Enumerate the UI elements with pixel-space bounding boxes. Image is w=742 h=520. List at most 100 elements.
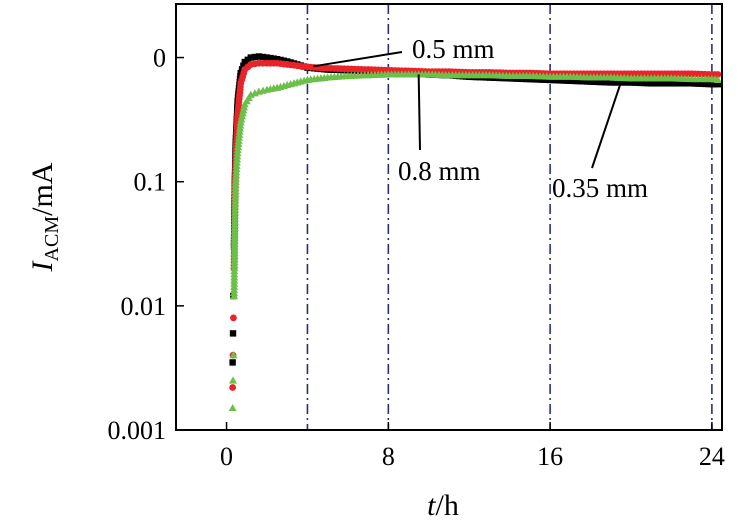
y-axis-title-variable: I <box>26 259 59 272</box>
data-point-0-159 <box>570 77 577 85</box>
data-point-0-171 <box>610 79 618 86</box>
annotation-leader-2 <box>591 82 622 169</box>
data-point-0-160 <box>573 77 581 85</box>
data-point-1-2 <box>230 314 237 322</box>
annotation-leader-0 <box>313 51 403 68</box>
x-tick-label-0: 0 <box>220 442 233 471</box>
annotation-label-0: 0.5 mm <box>412 34 495 64</box>
data-point-0-149 <box>536 76 544 83</box>
y-axis-title-unit: /mA <box>26 162 59 216</box>
x-axis-title-variable: t <box>427 489 436 520</box>
data-point-0-179 <box>637 79 645 87</box>
data-point-0-186 <box>661 80 668 87</box>
series-0-5-mm <box>229 59 722 391</box>
data-point-0-178 <box>634 79 641 86</box>
data-point-0-187 <box>664 80 672 87</box>
data-point-0-199 <box>705 80 712 88</box>
data-point-2-1 <box>229 376 238 384</box>
data-point-0-148 <box>533 76 540 83</box>
x-axis-title: t/h <box>427 489 459 520</box>
y-tick-label-3: 0 <box>153 44 166 73</box>
vertical-reference-lines <box>306 4 713 430</box>
x-axis-title-unit: /h <box>436 489 459 520</box>
data-point-0-72 <box>277 56 284 64</box>
data-point-1-207 <box>714 71 722 78</box>
data-point-0-182 <box>648 80 655 87</box>
data-point-0-162 <box>580 78 588 85</box>
data-point-0-167 <box>597 78 604 86</box>
data-point-0-183 <box>651 80 658 87</box>
data-point-2-0 <box>228 403 237 412</box>
data-point-0-198 <box>701 80 709 88</box>
data-point-0-180 <box>641 79 648 87</box>
data-point-0-69 <box>267 54 274 62</box>
data-point-0-158 <box>567 77 574 84</box>
data-point-0-68 <box>263 54 271 61</box>
data-point-1-0 <box>229 384 237 391</box>
data-point-0-153 <box>550 76 557 84</box>
data-point-0-181 <box>644 79 652 87</box>
data-point-0-152 <box>546 76 554 84</box>
y-axis-title-subscript: ACM <box>41 216 63 262</box>
data-point-0-188 <box>668 80 675 87</box>
annotation-leader-1 <box>417 74 421 151</box>
data-point-0-151 <box>543 76 550 84</box>
data-point-0-157 <box>563 77 571 84</box>
data-point-0-70 <box>270 55 277 62</box>
data-point-0-174 <box>621 79 628 86</box>
data-point-0-170 <box>607 79 614 86</box>
data-point-0-191 <box>678 80 685 87</box>
annotation-label-1: 0.8 mm <box>398 156 481 186</box>
data-point-0-64 <box>247 54 255 61</box>
x-tick-label-8: 8 <box>382 442 395 471</box>
data-point-0-161 <box>577 77 584 85</box>
data-point-2-2 <box>229 351 238 359</box>
data-point-0-175 <box>624 79 631 86</box>
data-point-0-61 <box>240 62 247 69</box>
data-point-0-1 <box>229 330 237 337</box>
data-point-0-184 <box>654 80 662 87</box>
data-point-0-195 <box>691 80 699 87</box>
series-0-35-mm <box>229 53 722 366</box>
data-point-0-192 <box>681 80 689 87</box>
data-point-0-163 <box>583 78 591 85</box>
data-point-0-196 <box>695 80 702 87</box>
data-point-0-65 <box>251 53 259 61</box>
x-axis-ticks: 0 8 16 24 <box>220 422 725 471</box>
data-point-0-156 <box>560 77 567 84</box>
data-point-0-71 <box>273 55 281 63</box>
data-point-0-67 <box>259 53 267 61</box>
series-0-8-mm <box>228 70 722 412</box>
y-axis-ticks: 0.001 0.01 0.1 0 <box>108 44 184 445</box>
data-point-0-147 <box>530 76 537 83</box>
y-tick-label-0: 0.001 <box>108 416 167 445</box>
data-point-0-66 <box>255 53 263 60</box>
data-point-0-154 <box>553 77 561 84</box>
data-series <box>228 53 722 412</box>
x-tick-label-16: 16 <box>537 442 563 471</box>
y-axis-title: IACM/mA <box>26 162 63 272</box>
data-point-0-197 <box>698 80 705 87</box>
data-point-0-169 <box>604 79 611 86</box>
data-point-0-168 <box>600 78 608 86</box>
x-tick-label-24: 24 <box>699 442 725 471</box>
data-point-0-0 <box>229 359 236 366</box>
data-point-0-166 <box>594 78 601 86</box>
data-point-0-164 <box>587 78 594 85</box>
plot-frame <box>175 3 723 431</box>
data-point-0-176 <box>627 79 635 86</box>
data-point-0-202 <box>714 81 722 88</box>
annotation-label-2: 0.35 mm <box>552 173 648 203</box>
data-point-0-190 <box>674 80 682 87</box>
data-point-0-185 <box>658 80 665 87</box>
data-point-0-172 <box>614 79 621 86</box>
data-point-0-193 <box>685 80 692 87</box>
data-point-0-150 <box>540 76 547 83</box>
data-point-2-206 <box>713 75 722 83</box>
data-point-0-189 <box>671 80 679 87</box>
data-point-0-155 <box>557 77 564 84</box>
y-tick-label-2: 0.1 <box>134 168 167 197</box>
data-point-0-165 <box>590 78 598 85</box>
data-point-0-194 <box>688 80 695 87</box>
